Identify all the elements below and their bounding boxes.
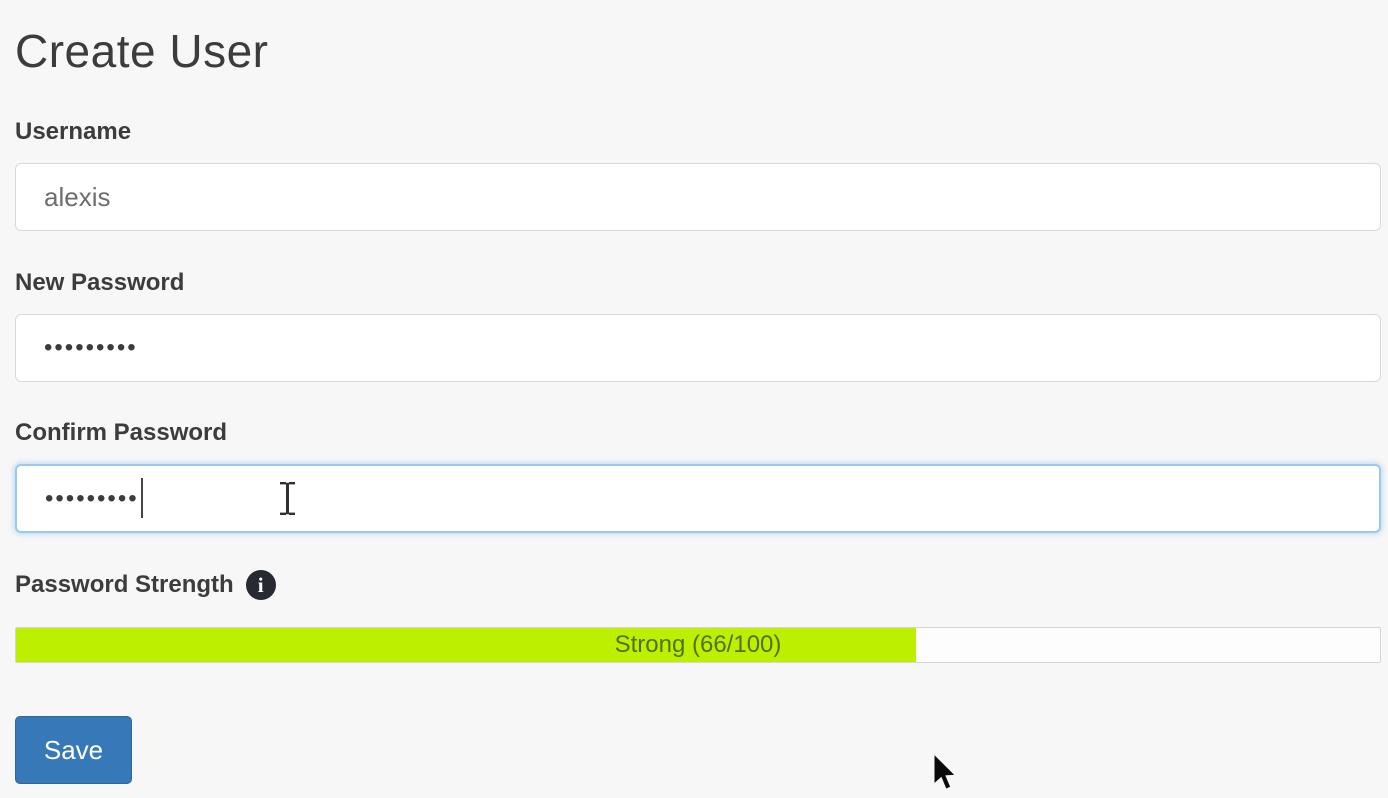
password-strength-label-row: Password Strength i	[15, 570, 276, 600]
text-caret	[141, 478, 143, 518]
password-strength-fill	[16, 628, 917, 662]
username-label: Username	[15, 118, 132, 145]
confirm-password-label: Confirm Password	[15, 419, 228, 446]
new-password-label: New Password	[15, 269, 185, 296]
password-strength-text: Strong (66/100)	[614, 631, 782, 658]
confirm-password-input[interactable]	[15, 464, 1381, 533]
password-strength-bar: Strong (66/100)	[15, 627, 1381, 663]
username-input[interactable]	[15, 163, 1381, 231]
password-strength-label: Password Strength	[15, 571, 234, 598]
info-circle-icon[interactable]: i	[245, 570, 276, 600]
page-title: Create User	[15, 25, 269, 77]
new-password-input[interactable]	[15, 314, 1381, 382]
mouse-cursor-arrow-icon	[934, 754, 957, 790]
save-button[interactable]: Save	[15, 716, 132, 784]
